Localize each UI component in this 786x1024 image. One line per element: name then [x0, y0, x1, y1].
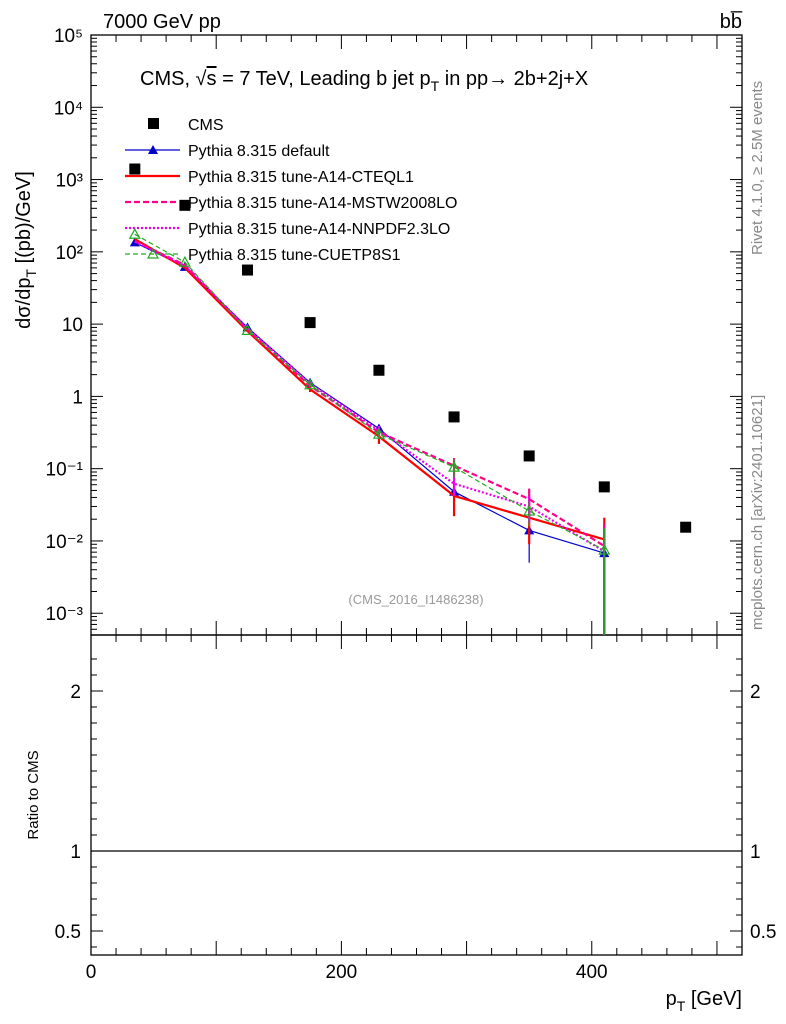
cms-data-point: [448, 411, 460, 423]
x-tick-label: 0: [86, 962, 97, 983]
cms-data-point: [241, 264, 253, 276]
series-marker-4: [304, 378, 317, 390]
y-tick-label: 10²: [56, 243, 83, 264]
y-tick-label: 10⁵: [54, 26, 83, 47]
x-axis-label: pT [GeV]: [666, 988, 742, 1014]
series-marker-4: [523, 504, 536, 516]
ratio-tick-label-right: 2: [750, 682, 761, 703]
x-tick-label: 200: [326, 962, 358, 983]
legend-series-marker-4: [146, 247, 160, 259]
cms-data-point: [680, 521, 692, 533]
y-tick-label: 10: [62, 315, 83, 336]
header-energy-label: 7000 GeV pp: [103, 11, 221, 33]
legend-series-label-3: Pythia 8.315 tune-A14-NNPDF2.3LO: [188, 221, 450, 238]
legend-cms-label: CMS: [188, 117, 224, 134]
ratio-tick-label-right: 0.5: [750, 922, 776, 943]
header-process-label: bb̅: [720, 10, 743, 33]
ratio-tick-label-left: 0.5: [55, 922, 81, 943]
legend-cms-marker: [148, 118, 159, 129]
cms-data-point: [129, 163, 141, 175]
cms-data-point: [179, 199, 191, 211]
y-tick-label: 10⁻³: [46, 604, 84, 625]
analysis-watermark: (CMS_2016_I1486238): [348, 592, 483, 607]
y-tick-label: 10⁴: [54, 98, 83, 119]
ratio-plot-frame: [90, 634, 743, 956]
series-line-1: [134, 238, 605, 541]
cms-data-point: [598, 481, 610, 493]
cms-data-point: [373, 364, 385, 376]
rivet-version-label: Rivet 4.1.0, ≥ 2.5M events: [749, 81, 766, 255]
series-marker-4: [178, 255, 191, 267]
series-line-3: [134, 240, 605, 553]
series-marker-4: [448, 460, 461, 472]
legend-series-marker-0: [148, 145, 158, 154]
ratio-tick-label-left: 2: [70, 682, 81, 703]
x-tick-label: 400: [576, 962, 608, 983]
ratio-tick-label-right: 1: [750, 842, 761, 863]
cms-data-point: [523, 450, 535, 462]
chart-title: CMS, √s = 7 TeV, Leading b jet pT in pp→…: [140, 68, 588, 94]
legend-series-label-2: Pythia 8.315 tune-A14-MSTW2008LO: [188, 195, 457, 212]
series-marker-4: [372, 427, 385, 439]
legend-series-label-0: Pythia 8.315 default: [188, 143, 330, 160]
y-axis-label: dσ/dpT [(pb)/GeV]: [13, 171, 39, 329]
legend-series-label-1: Pythia 8.315 tune-A14-CTEQL1: [188, 169, 414, 186]
y-tick-label: 10⁻¹: [46, 460, 84, 481]
legend-series-label-4: Pythia 8.315 tune-CUETP8S1: [188, 247, 401, 264]
ratio-tick-label-left: 1: [70, 842, 81, 863]
y-tick-label: 10³: [56, 171, 83, 192]
y-tick-label: 10⁻²: [46, 532, 84, 553]
ratio-y-axis-label: Ratio to CMS: [25, 750, 42, 839]
series-marker-4: [598, 543, 611, 555]
series-marker-4: [128, 228, 141, 239]
cms-data-point: [304, 317, 316, 329]
series-marker-4: [241, 324, 254, 335]
mcplots-reference-label: mcplots.cern.ch [arXiv:2401.10621]: [749, 395, 766, 630]
y-tick-label: 1: [72, 387, 83, 408]
series-line-4: [134, 233, 605, 551]
